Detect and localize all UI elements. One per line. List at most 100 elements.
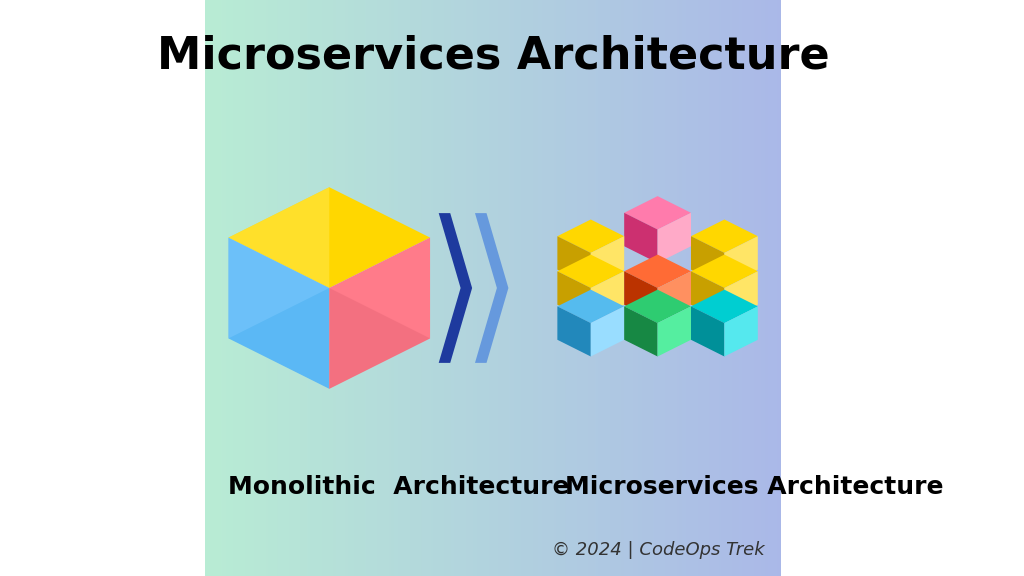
Bar [382, 0, 384, 576]
Bar [371, 0, 373, 576]
Bar [268, 0, 270, 576]
Bar [743, 0, 744, 576]
Bar [749, 0, 751, 576]
Bar [722, 0, 724, 576]
Polygon shape [625, 306, 657, 357]
Bar [461, 0, 463, 576]
Bar [614, 0, 616, 576]
Bar [588, 0, 590, 576]
Bar [290, 0, 292, 576]
Bar [330, 0, 332, 576]
Bar [437, 0, 439, 576]
Bar [744, 0, 746, 576]
Bar [632, 0, 634, 576]
Bar [248, 0, 250, 576]
Bar [467, 0, 468, 576]
Bar [670, 0, 672, 576]
Bar [557, 0, 559, 576]
Bar [755, 0, 757, 576]
Polygon shape [691, 219, 758, 253]
Bar [332, 0, 334, 576]
Polygon shape [438, 213, 472, 363]
Bar [524, 0, 526, 576]
Bar [209, 0, 211, 576]
Polygon shape [557, 236, 591, 286]
Bar [311, 0, 313, 576]
Bar [421, 0, 422, 576]
Bar [770, 0, 772, 576]
Bar [612, 0, 614, 576]
Bar [509, 0, 511, 576]
Bar [221, 0, 222, 576]
Bar [496, 0, 498, 576]
Bar [683, 0, 685, 576]
Bar [434, 0, 436, 576]
Polygon shape [557, 306, 591, 357]
Bar [705, 0, 707, 576]
Bar [367, 0, 369, 576]
Bar [760, 0, 762, 576]
Polygon shape [625, 196, 691, 230]
Bar [265, 0, 267, 576]
Bar [281, 0, 283, 576]
Bar [570, 0, 572, 576]
Bar [393, 0, 395, 576]
Bar [390, 0, 391, 576]
Bar [207, 0, 209, 576]
Bar [432, 0, 434, 576]
Text: Microservices Architecture: Microservices Architecture [565, 475, 944, 499]
Bar [667, 0, 668, 576]
Bar [597, 0, 599, 576]
Bar [538, 0, 540, 576]
Bar [658, 0, 660, 576]
Bar [274, 0, 276, 576]
Bar [733, 0, 735, 576]
Polygon shape [228, 187, 430, 288]
Bar [474, 0, 476, 576]
Bar [689, 0, 691, 576]
Bar [674, 0, 676, 576]
Bar [325, 0, 327, 576]
Bar [407, 0, 409, 576]
Bar [568, 0, 570, 576]
Bar [284, 0, 286, 576]
Bar [580, 0, 582, 576]
Polygon shape [228, 187, 330, 288]
Bar [641, 0, 643, 576]
Bar [618, 0, 621, 576]
Bar [492, 0, 494, 576]
Bar [345, 0, 347, 576]
Bar [459, 0, 461, 576]
Bar [726, 0, 728, 576]
Bar [217, 0, 219, 576]
Bar [270, 0, 272, 576]
Bar [301, 0, 303, 576]
Bar [626, 0, 628, 576]
Bar [329, 0, 330, 576]
Polygon shape [591, 271, 625, 321]
Bar [391, 0, 393, 576]
Bar [759, 0, 760, 576]
Bar [766, 0, 768, 576]
Bar [606, 0, 608, 576]
Bar [562, 0, 564, 576]
Bar [353, 0, 355, 576]
Bar [267, 0, 268, 576]
Bar [213, 0, 215, 576]
Bar [222, 0, 224, 576]
Bar [682, 0, 683, 576]
Bar [746, 0, 749, 576]
Bar [314, 0, 316, 576]
Bar [514, 0, 516, 576]
Bar [728, 0, 729, 576]
Bar [559, 0, 560, 576]
Bar [494, 0, 496, 576]
Bar [768, 0, 770, 576]
Bar [731, 0, 733, 576]
Bar [630, 0, 632, 576]
Bar [522, 0, 524, 576]
Bar [388, 0, 390, 576]
Bar [601, 0, 603, 576]
Bar [637, 0, 639, 576]
Polygon shape [625, 255, 691, 288]
